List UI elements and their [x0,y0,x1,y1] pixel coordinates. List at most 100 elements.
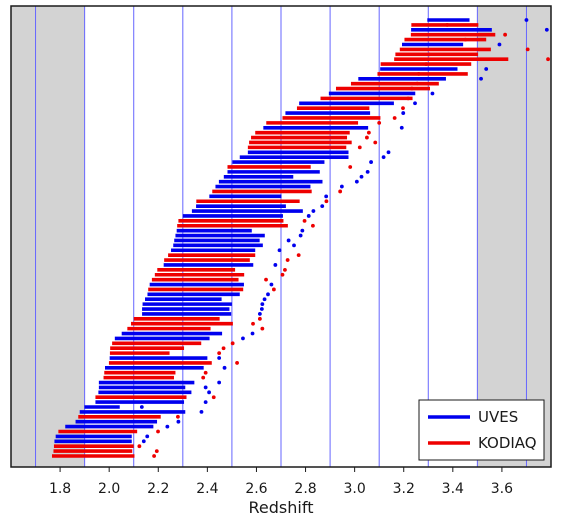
kodiaq-redshift-point [156,429,160,434]
kodiaq-redshift-point [201,375,206,380]
uves-redshift-point [381,155,386,160]
kodiaq-redshift-point [271,287,276,292]
kodiaq-redshift-point [296,253,301,258]
kodiaq-redshift-point [445,22,450,27]
kodiaq-redshift-point [525,47,530,52]
uves-redshift-point [203,385,208,390]
x-tick-label: 3.0 [344,481,366,497]
uves-redshift-point [241,336,245,341]
uves-redshift-point [401,111,406,115]
kodiaq-redshift-point [392,116,397,120]
kodiaq-redshift-point [283,267,287,272]
uves-redshift-point [260,302,265,307]
x-tick-label: 2.0 [98,481,120,497]
kodiaq-redshift-point [427,52,432,57]
kodiaq-redshift-point [324,199,329,204]
kodiaq-redshift-point [260,326,265,331]
kodiaq-redshift-point [154,449,159,454]
kodiaq-redshift-point [211,395,216,400]
uves-redshift-point [269,282,274,287]
uves-redshift-point [484,67,489,71]
kodiaq-redshift-point [264,277,268,282]
uves-redshift-point [324,194,329,199]
kodiaq-redshift-point [235,361,239,365]
kodiaq-redshift-point [152,454,157,458]
x-axis-ticks: 1.8 2.0 2.2 2.4 2.6 2.8 3.0 3.2 3.4 3.6 [49,467,513,497]
uves-redshift-point [497,42,502,47]
kodiaq-redshift-point [311,223,315,228]
uves-redshift-point [311,209,316,213]
uves-redshift-point [145,434,150,439]
kodiaq-redshift-point [546,57,550,62]
uves-redshift-point [165,424,170,429]
uves-redshift-point [207,390,211,395]
kodiaq-redshift-point [463,37,468,42]
uves-redshift-point [199,410,204,414]
uves-redshift-point [266,292,270,297]
kodiaq-redshift-point [377,120,382,125]
kodiaq-redshift-point [338,189,343,194]
uves-redshift-point [262,297,267,302]
kodiaq-redshift-point [137,444,142,449]
kodiaq-redshift-point [357,145,362,150]
x-tick-label: 2.8 [294,481,316,497]
kodiaq-redshift-point [415,81,420,86]
data-layer [51,18,550,458]
kodiaq-redshift-point [280,272,285,277]
kodiaq-redshift-point [373,140,378,145]
kodiaq-redshift-point [217,351,222,356]
x-tick-label: 2.4 [196,481,218,497]
uves-redshift-point [369,160,373,164]
x-tick-label: 1.8 [49,481,71,497]
legend-box [418,399,545,461]
kodiaq-redshift-point [285,258,290,262]
uves-redshift-point [277,248,282,253]
uves-redshift-point [320,204,325,209]
uves-redshift-point [479,76,483,81]
uves-redshift-point [339,184,344,189]
legend-items: UVES KODIAQ [428,408,537,452]
kodiaq-redshift-point [203,370,208,375]
uves-redshift-point [273,263,278,267]
kodiaq-redshift-point [416,71,421,76]
kodiaq-redshift-point [176,414,180,419]
uves-redshift-point [359,174,364,179]
kodiaq-redshift-point [365,135,369,140]
uves-redshift-point [222,365,227,370]
uves-redshift-point [365,169,370,174]
uves-redshift-point [544,27,549,32]
kodiaq-redshift-point [302,218,307,223]
uves-redshift-point [217,380,222,385]
uves-redshift-point [306,214,311,218]
uves-redshift-point [250,331,255,336]
uves-redshift-point [386,150,391,155]
x-tick-label: 2.2 [147,481,169,497]
legend-label-uves: UVES [478,408,518,426]
uves-redshift-point [141,439,146,444]
x-tick-label: 3.4 [442,481,464,497]
shaded-region-0 [11,6,85,467]
kodiaq-redshift-point [409,86,414,91]
uves-redshift-point [399,125,404,130]
kodiaq-redshift-point [348,165,353,169]
kodiaq-redshift-point [401,106,405,111]
uves-redshift-point [139,405,144,409]
kodiaq-redshift-point [424,62,428,66]
shaded-region-1 [477,6,551,467]
kodiaq-redshift-point [221,346,226,351]
kodiaq-redshift-point [230,341,235,346]
uves-redshift-point [217,356,222,360]
uves-redshift-point [413,101,417,106]
uves-redshift-point [292,243,296,248]
uves-redshift-point [286,238,291,243]
kodiaq-redshift-point [503,32,507,37]
legend: UVES KODIAQ [418,399,545,461]
x-tick-label: 3.2 [393,481,415,497]
uves-redshift-point [203,400,208,405]
uves-redshift-point [298,233,303,238]
uves-redshift-point [354,179,359,184]
kodiaq-redshift-point [366,130,371,135]
x-tick-label: 3.6 [491,481,513,497]
x-tick-label: 2.6 [245,481,267,497]
uves-redshift-point [176,419,181,424]
